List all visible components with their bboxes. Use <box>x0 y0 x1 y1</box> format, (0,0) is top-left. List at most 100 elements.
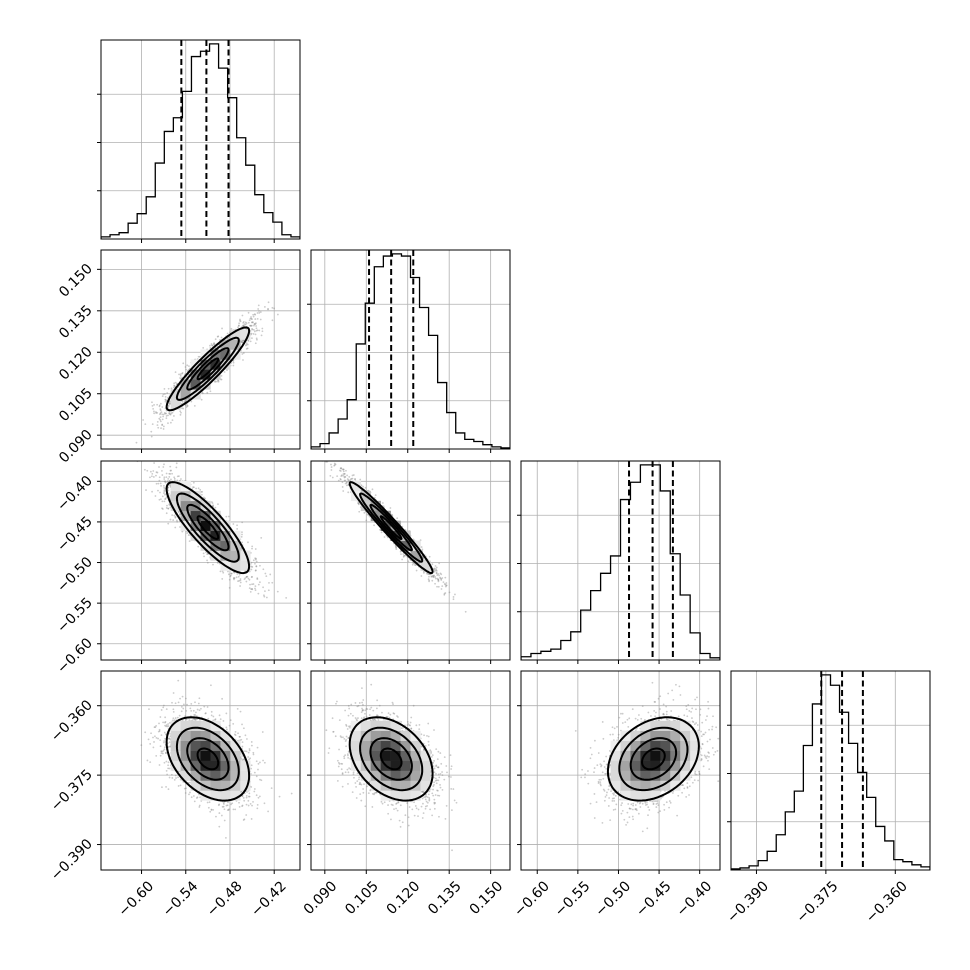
scatter-point <box>165 770 168 772</box>
contour-line <box>369 503 413 552</box>
scatter-point <box>161 395 164 398</box>
scatter-point <box>167 507 170 510</box>
scatter-point <box>196 796 199 799</box>
scatter-point <box>392 712 395 715</box>
scatter-point <box>221 805 224 808</box>
scatter-point <box>192 486 194 489</box>
scatter-point <box>352 474 355 476</box>
panel-0-0 <box>97 39 301 243</box>
scatter-point <box>436 758 439 761</box>
scatter-point <box>179 513 181 516</box>
scatter-point <box>152 746 155 749</box>
x-tick-label: −0.60 <box>115 878 157 920</box>
scatter-point <box>164 480 166 483</box>
scatter-point <box>173 386 175 389</box>
scatter-point <box>448 591 451 594</box>
scatter-point <box>244 344 247 347</box>
scatter-point <box>228 578 231 581</box>
scatter-point <box>601 822 604 824</box>
scatter-point <box>232 523 235 525</box>
scatter-point <box>179 410 182 413</box>
scatter-point <box>179 413 182 416</box>
scatter-point <box>168 737 171 740</box>
scatter-point <box>428 555 431 558</box>
scatter-point <box>155 412 158 414</box>
scatter-point <box>345 484 348 487</box>
scatter-point <box>166 480 169 483</box>
density-cell <box>220 359 231 370</box>
density-cell <box>230 339 241 350</box>
scatter-point <box>397 801 400 804</box>
scatter-point <box>445 765 448 767</box>
scatter-point <box>399 550 402 553</box>
scatter-point <box>245 322 248 325</box>
density-cell <box>420 560 431 571</box>
scatter-point <box>250 767 252 770</box>
scatter-point <box>438 776 441 779</box>
density-cell <box>390 740 401 751</box>
scatter-point <box>420 733 423 736</box>
panel-3-2: −0.60−0.55−0.50−0.45−0.40 <box>511 670 721 920</box>
scatter-point <box>241 723 243 726</box>
scatter-point <box>435 572 438 575</box>
scatter-point <box>357 704 360 707</box>
scatter-point <box>343 476 346 479</box>
scatter-point <box>264 572 267 575</box>
scatter-point <box>261 327 264 330</box>
scatter-point <box>145 489 147 491</box>
scatter-point <box>347 783 349 785</box>
scatter-point <box>454 593 456 596</box>
scatter-point <box>200 493 203 496</box>
scatter-point <box>601 771 604 774</box>
scatter-point <box>238 801 240 804</box>
scatter-point <box>325 729 328 732</box>
scatter-point <box>444 585 447 588</box>
scatter-point <box>168 412 171 415</box>
scatter-point <box>345 482 348 484</box>
scatter-point <box>244 750 246 753</box>
scatter-point <box>218 339 221 341</box>
scatter-point <box>167 767 170 770</box>
scatter-point <box>149 470 152 473</box>
density-cell <box>170 389 181 400</box>
scatter-point <box>229 719 232 722</box>
scatter-point <box>236 573 239 575</box>
scatter-point <box>209 344 211 347</box>
scatter-point <box>641 802 644 805</box>
scatter-point <box>245 576 248 578</box>
scatter-point <box>343 737 346 740</box>
scatter-point <box>222 805 225 808</box>
scatter-point <box>427 793 430 796</box>
scatter-point <box>237 732 239 735</box>
scatter-point <box>413 814 416 817</box>
scatter-point <box>245 795 248 797</box>
density-cell <box>370 730 381 741</box>
scatter-point <box>157 730 160 733</box>
scatter-point <box>271 306 274 309</box>
scatter-point <box>395 807 397 810</box>
scatter-point <box>245 580 248 583</box>
scatter-point <box>238 573 241 576</box>
scatter-point <box>338 763 341 765</box>
scatter-point <box>437 578 440 581</box>
scatter-point <box>159 716 162 718</box>
scatter-point <box>584 776 586 779</box>
scatter-point <box>241 758 244 761</box>
scatter-point <box>169 722 171 724</box>
scatter-point <box>220 375 223 377</box>
scatter-point <box>438 794 441 797</box>
density-cell <box>200 379 211 390</box>
scatter-point <box>166 504 168 507</box>
scatter-point <box>190 709 193 712</box>
scatter-point <box>418 728 421 731</box>
scatter-point <box>668 806 670 809</box>
x-tick-label: −0.42 <box>248 878 290 920</box>
scatter-point <box>688 785 691 788</box>
scatter-point <box>226 804 229 807</box>
scatter-point <box>225 728 228 731</box>
scatter-point <box>187 534 190 536</box>
scatter-point <box>431 754 434 757</box>
scatter-point <box>428 573 430 576</box>
scatter-point <box>210 808 213 811</box>
scatter-point <box>242 321 245 324</box>
